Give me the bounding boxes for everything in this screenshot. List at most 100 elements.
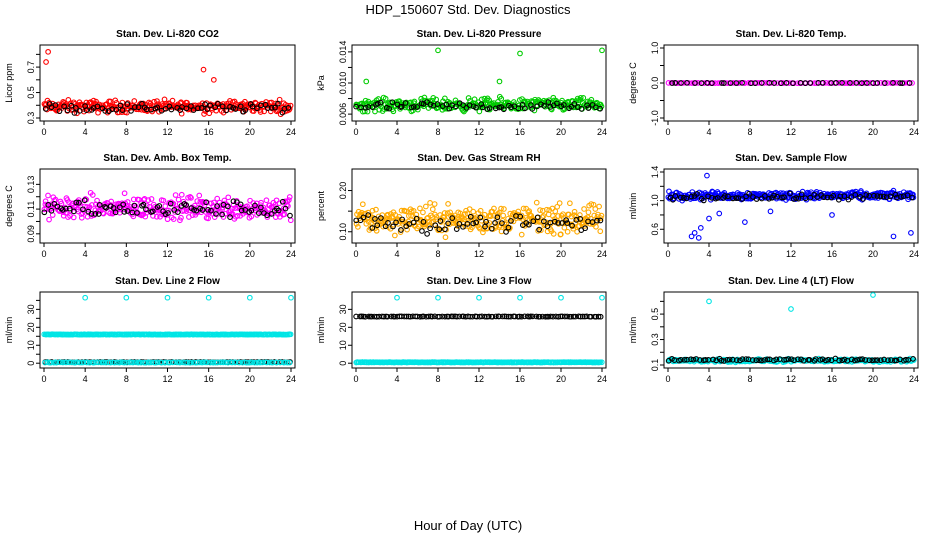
data-point [196, 192, 203, 199]
data-point [234, 213, 241, 219]
data-point [477, 207, 484, 214]
data-point [71, 208, 77, 215]
data-point [380, 223, 386, 230]
data-point [429, 206, 436, 213]
data-point [742, 219, 748, 225]
data-point [214, 203, 220, 209]
x-tick-label: 16 [204, 249, 214, 259]
data-point [733, 80, 740, 86]
chart-panel-6: Stan. Dev. Sample Flow 0 4 8 12 16 20 24 0.6 1.0 1… [628, 153, 919, 259]
data-point [477, 214, 484, 221]
data-point [885, 357, 891, 364]
data-point [197, 198, 204, 205]
data-point [372, 216, 378, 222]
data-point [447, 209, 454, 216]
data-point [374, 222, 381, 229]
x-tick-label: 16 [515, 374, 525, 384]
data-point [839, 79, 845, 86]
data-point [355, 224, 361, 230]
data-point [752, 80, 758, 86]
chart-panel-9: Stan. Dev. Line 4 (LT) Flow 0 4 8 12 16 20 24 0.… [628, 276, 919, 384]
data-point [758, 357, 765, 364]
plot-frame [351, 291, 607, 369]
data-point [466, 223, 472, 230]
data-point [719, 80, 725, 86]
data-point [404, 226, 410, 233]
data-point [518, 313, 525, 320]
data-point [877, 193, 884, 200]
data-point [124, 208, 131, 214]
x-tick-label: 0 [353, 249, 358, 259]
data-point [124, 101, 131, 107]
data-point [478, 101, 485, 108]
y-tick-label: 0.6 [650, 223, 660, 236]
data-point [721, 80, 727, 86]
x-tick-label: 20 [868, 127, 878, 137]
series-points [353, 47, 605, 115]
data-point [788, 356, 795, 363]
data-point [207, 359, 214, 366]
data-point [473, 219, 480, 226]
data-point [557, 231, 564, 238]
data-point [81, 197, 88, 204]
data-point [594, 217, 600, 224]
x-tick-label: 0 [665, 249, 670, 259]
data-point [721, 193, 728, 199]
data-point [807, 80, 814, 86]
data-point [61, 103, 67, 110]
data-point [762, 193, 768, 199]
data-point [56, 208, 63, 215]
data-point [264, 105, 271, 112]
data-point [230, 198, 237, 205]
data-point [410, 219, 417, 226]
data-point [791, 357, 797, 364]
data-point [795, 195, 802, 202]
data-point [227, 214, 233, 220]
data-point [697, 357, 703, 363]
data-point [398, 103, 405, 110]
data-point [287, 212, 293, 219]
data-point [413, 215, 420, 222]
panel-title: Stan. Dev. Li-820 CO2 [116, 29, 219, 40]
data-point [76, 199, 82, 206]
x-tick-label: 4 [83, 127, 88, 137]
data-point [373, 227, 380, 234]
y-tick-label: 1.0 [650, 42, 660, 55]
data-point [399, 218, 406, 225]
data-point [130, 196, 137, 203]
data-point [160, 197, 167, 204]
data-point [200, 359, 206, 366]
data-point [516, 313, 523, 320]
data-point [148, 196, 155, 202]
data-point [435, 294, 441, 301]
data-point [275, 100, 281, 107]
data-point [520, 205, 527, 212]
y-tick-label: 20 [338, 322, 348, 332]
data-point [390, 223, 396, 230]
data-point [697, 224, 704, 231]
data-point [672, 80, 679, 86]
page-title: HDP_150607 Std. Dev. Diagnostics [365, 2, 571, 17]
data-point [357, 217, 364, 224]
data-point [427, 225, 433, 232]
x-tick-label: 4 [83, 249, 88, 259]
data-point [154, 98, 160, 104]
data-point [585, 105, 592, 111]
x-tick-label: 16 [827, 249, 837, 259]
data-point [577, 216, 583, 222]
data-point [60, 359, 66, 366]
data-point [102, 203, 108, 210]
data-point [279, 198, 286, 205]
data-point [456, 221, 463, 227]
data-point [42, 106, 49, 112]
data-point [550, 94, 557, 101]
data-point [214, 195, 221, 202]
data-point [113, 106, 120, 113]
data-point [563, 217, 569, 223]
data-point [167, 200, 174, 207]
data-point [900, 193, 907, 200]
data-point [237, 201, 244, 208]
data-point [890, 233, 897, 240]
data-point [482, 313, 488, 320]
data-point [178, 191, 185, 198]
